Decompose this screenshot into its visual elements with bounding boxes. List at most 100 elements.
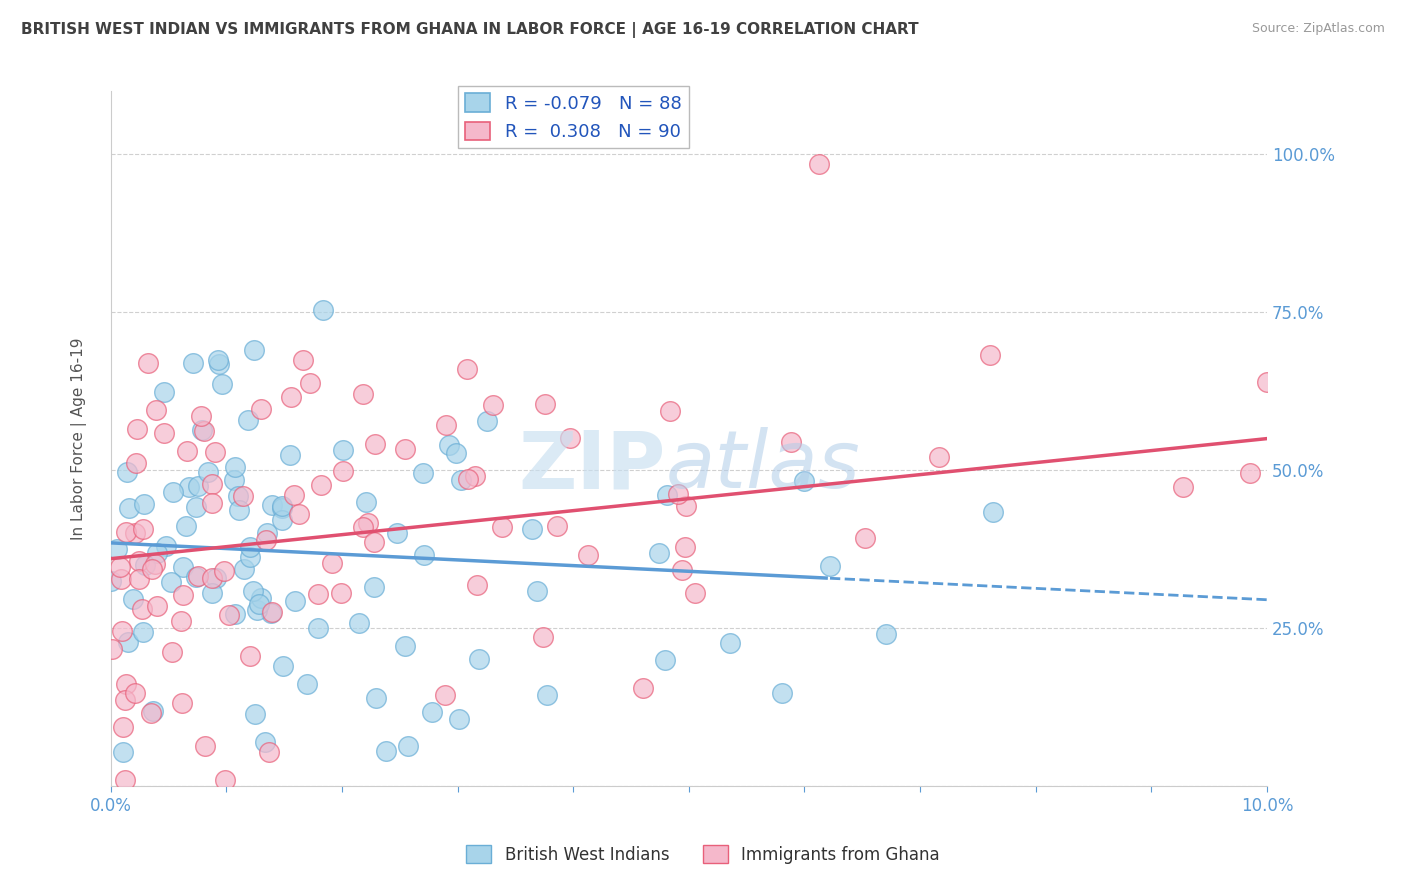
Point [186, 569, 208, 583]
Point [352, 520, 374, 534]
Point [981, 505, 1004, 519]
Point [172, 588, 194, 602]
Point [222, 473, 245, 487]
Point [534, 397, 557, 411]
Point [110, 572, 132, 586]
Point [233, 562, 256, 576]
Point [108, 560, 131, 574]
Point [875, 627, 897, 641]
Point [718, 635, 741, 649]
Point [249, 402, 271, 417]
Point [278, 448, 301, 462]
Point [226, 489, 249, 503]
Point [457, 472, 479, 486]
Point [394, 442, 416, 456]
Point [820, 558, 842, 573]
Point [363, 535, 385, 549]
Point [558, 432, 581, 446]
Point [115, 465, 138, 479]
Point [536, 689, 558, 703]
Point [162, 645, 184, 659]
Point [201, 477, 224, 491]
Point [105, 541, 128, 556]
Text: BRITISH WEST INDIAN VS IMMIGRANTS FROM GHANA IN LABOR FORCE | AGE 16-19 CORRELAT: BRITISH WEST INDIAN VS IMMIGRANTS FROM G… [21, 22, 918, 38]
Point [271, 513, 294, 527]
Point [201, 571, 224, 585]
Point [357, 516, 380, 530]
Point [394, 640, 416, 654]
Point [190, 423, 212, 437]
Point [658, 404, 681, 418]
Point [155, 540, 177, 554]
Point [114, 693, 136, 707]
Point [468, 651, 491, 665]
Legend: British West Indians, Immigrants from Ghana: British West Indians, Immigrants from Gh… [460, 838, 946, 871]
Point [131, 602, 153, 616]
Point [187, 479, 209, 493]
Point [243, 706, 266, 721]
Point [218, 607, 240, 622]
Point [673, 540, 696, 554]
Point [284, 594, 307, 608]
Point [170, 615, 193, 629]
Point [153, 385, 176, 400]
Point [143, 558, 166, 572]
Point [779, 434, 801, 449]
Point [247, 598, 270, 612]
Point [190, 409, 212, 424]
Point [179, 480, 201, 494]
Point [655, 488, 678, 502]
Point [239, 649, 262, 664]
Point [330, 586, 353, 600]
Point [153, 426, 176, 441]
Point [238, 412, 260, 426]
Point [200, 586, 222, 600]
Point [253, 734, 276, 748]
Point [477, 414, 499, 428]
Point [204, 445, 226, 459]
Point [321, 556, 343, 570]
Point [228, 502, 250, 516]
Point [118, 500, 141, 515]
Point [456, 362, 478, 376]
Point [256, 525, 278, 540]
Point [413, 548, 436, 562]
Point [979, 348, 1001, 362]
Point [239, 549, 262, 564]
Point [122, 592, 145, 607]
Point [146, 546, 169, 560]
Point [136, 356, 159, 370]
Point [205, 571, 228, 585]
Point [546, 519, 568, 533]
Point [308, 621, 330, 635]
Text: atlas: atlas [666, 427, 860, 506]
Point [291, 352, 314, 367]
Point [347, 616, 370, 631]
Point [124, 525, 146, 540]
Point [312, 303, 335, 318]
Point [444, 446, 467, 460]
Point [675, 499, 697, 513]
Point [364, 437, 387, 451]
Point [288, 507, 311, 521]
Point [242, 343, 264, 357]
Point [520, 523, 543, 537]
Point [464, 469, 486, 483]
Point [260, 499, 283, 513]
Point [307, 587, 329, 601]
Point [450, 473, 472, 487]
Point [160, 575, 183, 590]
Point [685, 586, 707, 600]
Point [526, 584, 548, 599]
Point [142, 704, 165, 718]
Point [100, 574, 122, 589]
Point [257, 745, 280, 759]
Point [807, 157, 830, 171]
Y-axis label: In Labor Force | Age 16-19: In Labor Force | Age 16-19 [72, 337, 87, 540]
Point [363, 580, 385, 594]
Point [145, 403, 167, 417]
Point [134, 558, 156, 572]
Point [270, 500, 292, 514]
Point [491, 520, 513, 534]
Point [115, 524, 138, 539]
